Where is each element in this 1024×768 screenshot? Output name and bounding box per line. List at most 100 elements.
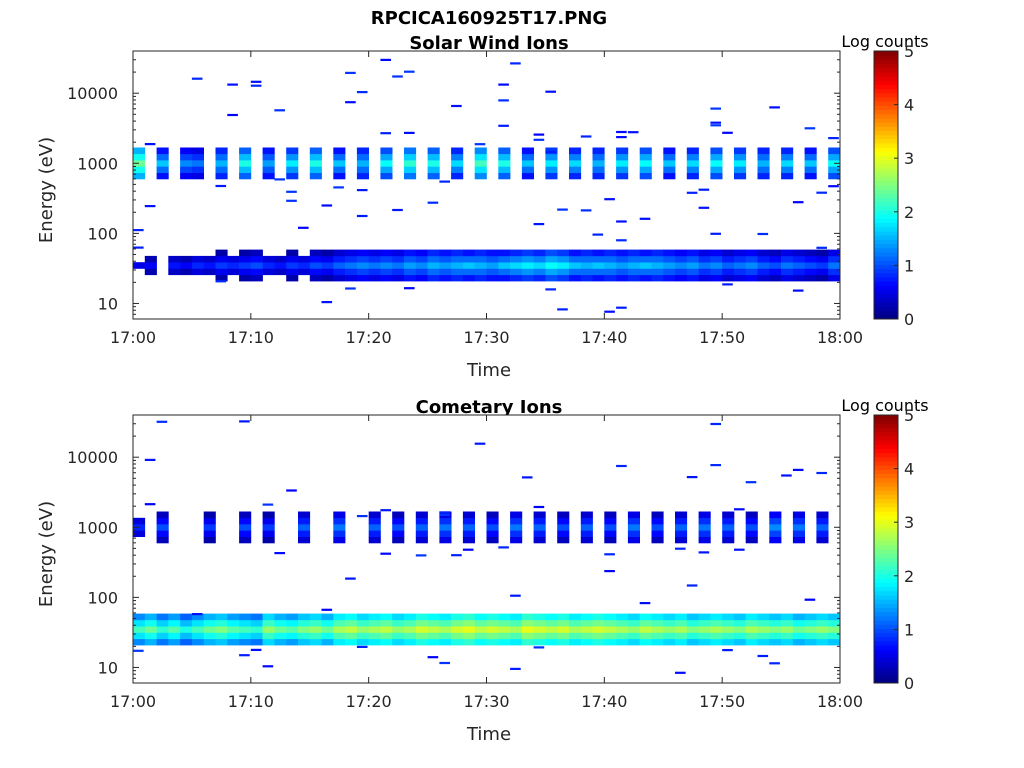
heatmap-cell (298, 511, 311, 519)
heatmap-cell (462, 626, 475, 633)
heatmap-cell (816, 619, 829, 627)
heatmap-cell (663, 626, 676, 633)
heatmap-cell (486, 274, 499, 282)
heatmap-cell (663, 619, 676, 627)
heatmap-cell (745, 638, 758, 646)
heatmap-cell (510, 62, 521, 65)
heatmap-cell (686, 268, 699, 276)
heatmap-cell (298, 262, 311, 269)
heatmap-cell (686, 166, 699, 173)
heatmap-cell (686, 632, 699, 640)
heatmap-cell (627, 268, 640, 276)
heatmap-cell (262, 536, 275, 544)
heatmap-cell (675, 536, 688, 544)
heatmap-cell (262, 268, 275, 276)
heatmap-cell (792, 268, 805, 276)
heatmap-cell (828, 274, 841, 282)
heatmap-cell (486, 255, 499, 263)
heatmap-cell (180, 160, 193, 167)
colorbar-step (874, 214, 898, 219)
colorbar-step (874, 113, 898, 119)
heatmap-cell (368, 262, 381, 269)
heatmap-cell (439, 517, 452, 525)
colorbar-step (874, 632, 898, 638)
heatmap-cell (309, 274, 322, 282)
heatmap-cell (592, 632, 605, 640)
heatmap-cell (580, 613, 593, 621)
heatmap-cell (415, 524, 428, 531)
heatmap-cell (144, 458, 156, 461)
heatmap-cell (557, 262, 570, 269)
heatmap-cell (580, 619, 593, 627)
figure-filename: RPCICA160925T17.PNG (371, 8, 607, 29)
heatmap-cell (133, 160, 146, 167)
heatmap-cell (545, 274, 558, 282)
heatmap-cell (769, 619, 782, 627)
heatmap-cell (569, 626, 582, 633)
colorbar-step (874, 586, 898, 592)
heatmap-cell (333, 172, 346, 180)
heatmap-cell (180, 153, 193, 161)
heatmap-cell (262, 619, 275, 627)
heatmap-cell (757, 153, 770, 161)
heatmap-cell (510, 255, 523, 263)
heatmap-cell (227, 626, 240, 633)
heatmap-cell (569, 274, 582, 282)
heatmap-cell (239, 619, 252, 627)
colorbar-step (874, 498, 898, 504)
heatmap-cell (250, 249, 263, 257)
heatmap-cell (498, 124, 509, 127)
heatmap-cell (462, 613, 475, 621)
heatmap-cell (498, 160, 511, 167)
heatmap-cell (769, 511, 782, 519)
heatmap-cell (734, 274, 747, 282)
heatmap-cell (144, 205, 156, 208)
heatmap-cell (533, 274, 546, 282)
heatmap-cell (415, 632, 428, 640)
heatmap-cell (404, 274, 417, 282)
heatmap-cell (592, 619, 605, 627)
heatmap-cell (686, 613, 699, 621)
x-tick-label: 17:20 (346, 328, 392, 347)
heatmap-cell (215, 153, 228, 161)
heatmap-cell (309, 249, 322, 257)
heatmap-cell (215, 632, 228, 640)
heatmap-cell (545, 172, 558, 180)
heatmap-cell (133, 638, 146, 646)
heatmap-cell (333, 166, 346, 173)
heatmap-cell (368, 619, 381, 627)
colorbar-step (874, 101, 898, 106)
heatmap-cell (156, 420, 168, 423)
heatmap-cell (380, 613, 393, 621)
heatmap-cell (816, 246, 827, 249)
heatmap-cell (250, 648, 262, 651)
heatmap-cell (215, 184, 227, 188)
heatmap-cell (345, 638, 358, 646)
heatmap-cell (404, 632, 417, 640)
heatmap-cell (356, 91, 368, 94)
heatmap-cell (415, 511, 428, 519)
heatmap-cell (439, 255, 452, 263)
colorbar-step (874, 515, 898, 521)
heatmap-cell (427, 172, 440, 180)
heatmap-cell (451, 153, 464, 161)
y-tick-label: 10000 (67, 84, 118, 103)
heatmap-cell (133, 229, 144, 232)
colorbar-step (874, 105, 898, 111)
heatmap-cell (651, 524, 664, 531)
heatmap-cell (698, 268, 711, 276)
heatmap-cell (298, 524, 311, 531)
heatmap-cell (722, 283, 733, 286)
colorbar-step (874, 260, 898, 265)
heatmap-cell (368, 638, 381, 646)
heatmap-cell (781, 613, 794, 621)
heatmap-cell (769, 530, 782, 537)
heatmap-cell (792, 468, 804, 471)
colorbar-step (874, 641, 898, 646)
heatmap-cell (769, 106, 780, 109)
heatmap-cell (250, 262, 263, 269)
heatmap-cell (769, 632, 782, 640)
heatmap-cell (439, 511, 450, 514)
heatmap-cell (474, 249, 487, 257)
heatmap-cell (298, 268, 311, 276)
